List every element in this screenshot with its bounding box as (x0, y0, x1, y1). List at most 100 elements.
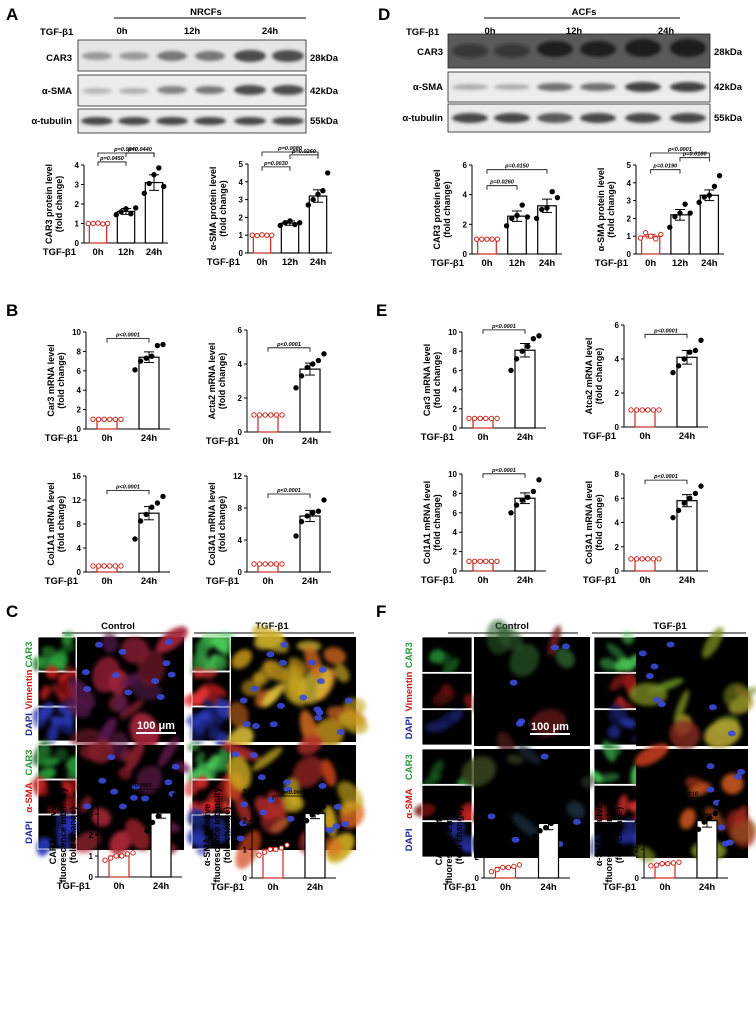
x-axis-prefix: TGF-β1 (595, 258, 629, 269)
y-axis-label: CAR3 protein level (432, 169, 442, 249)
bar (308, 195, 328, 254)
cell-body (190, 725, 206, 744)
data-point (95, 416, 102, 422)
cell-body (110, 731, 129, 761)
data-point (687, 349, 693, 355)
data-point (315, 357, 322, 364)
data-point (712, 810, 719, 817)
x-tick-label: 24h (153, 881, 170, 892)
data-point (706, 192, 713, 198)
data-point (144, 828, 150, 834)
bar (299, 368, 321, 433)
time-label: 12h (566, 26, 583, 37)
band-label: α-SMA (413, 82, 443, 93)
data-point (95, 220, 101, 226)
cell-body (195, 640, 210, 655)
nucleus (540, 753, 549, 760)
data-point (477, 415, 483, 422)
cell-body (58, 826, 68, 841)
tile-border (37, 706, 77, 742)
data-point (530, 488, 537, 495)
data-point (650, 407, 657, 413)
significance-bracket (644, 479, 688, 485)
nucleus (111, 672, 120, 679)
x-tick-label: 24h (540, 882, 557, 893)
nucleus (164, 779, 173, 786)
bar-chart-c-car3: 0 1 2 3 4 CAR3 relative fluorescence intensity… (48, 783, 182, 892)
x-tick-label: 24h (679, 431, 696, 442)
data-point (707, 815, 713, 821)
nucleus (240, 801, 249, 808)
cell-body (461, 756, 497, 787)
y-tick-label: 4 (635, 817, 640, 826)
blot-strip-tubulin (447, 103, 711, 133)
data-point (494, 866, 500, 873)
cell-body (227, 755, 252, 791)
bar-chart-f-car3: 0 2 4 6 8 CAR3 relative fluorescence intensity… (434, 788, 570, 893)
data-point (118, 416, 124, 422)
cell-body (215, 698, 233, 719)
cell-body (158, 736, 179, 767)
data-point (633, 407, 640, 413)
significance-bracket (261, 166, 291, 171)
x-tick-label: 24h (307, 882, 324, 893)
y-tick-label: 1 (89, 852, 94, 861)
data-point (156, 165, 162, 171)
data-point (273, 412, 280, 418)
data-point (315, 508, 322, 514)
kda-label: 42kDa (310, 86, 339, 97)
cell-body (337, 781, 364, 810)
data-point (287, 218, 293, 224)
cell-body (37, 740, 51, 754)
x-axis-prefix: TGF-β1 (206, 436, 240, 447)
data-point (471, 415, 478, 422)
y-tick-label: 2 (453, 548, 458, 557)
data-point (672, 213, 678, 220)
data-point (325, 170, 331, 176)
data-point (509, 215, 515, 222)
cell-body (32, 656, 47, 667)
y-tick-label: 4 (77, 386, 82, 395)
y-tick-label: 8 (77, 520, 82, 529)
cell-body (206, 816, 222, 830)
x-tick-label: 24h (701, 258, 718, 269)
cell-body (206, 754, 220, 771)
significance-bracket (505, 793, 549, 799)
y-tick-label: 0 (463, 250, 468, 259)
cell-body (315, 718, 344, 748)
data-point (321, 497, 327, 503)
band-label: α-SMA (42, 86, 72, 97)
p-value-label: p=0.0030 (263, 161, 289, 167)
y-tick-label: 16 (72, 472, 81, 481)
x-tick-label: 24h (679, 575, 696, 586)
bar (138, 356, 160, 430)
y-axis-label: (fold change) (594, 348, 604, 405)
p-value-label: p=0.0010 (514, 788, 540, 794)
data-point (141, 190, 147, 196)
y-axis-label: Col3A1 mRNA level (584, 481, 594, 564)
p-value-label: p=0.0150 (504, 164, 530, 170)
cell-body (195, 751, 206, 765)
data-point (277, 222, 283, 229)
x-tick-label: 0h (481, 258, 492, 269)
x-tick-label: 0h (639, 575, 650, 586)
x-tick-label: 24h (517, 432, 534, 443)
data-point (682, 201, 688, 207)
x-tick-label: 0h (267, 882, 278, 893)
nucleus (318, 666, 327, 673)
data-point (143, 355, 149, 361)
significance-bracket (679, 157, 710, 162)
nucleus (283, 786, 292, 793)
y-tick-label: 4 (453, 386, 458, 395)
cell-body (252, 625, 289, 654)
y-tick-label: 4 (615, 355, 620, 364)
cell-body (512, 813, 540, 838)
cell-body (506, 754, 524, 765)
cell-body (704, 719, 742, 749)
data-point (648, 863, 654, 869)
y-tick-label: 2 (239, 213, 244, 222)
x-tick-label: 12h (282, 257, 299, 268)
cell-body (497, 627, 524, 651)
cell-body (292, 756, 324, 788)
y-axis-label: (fold change) (454, 808, 464, 865)
